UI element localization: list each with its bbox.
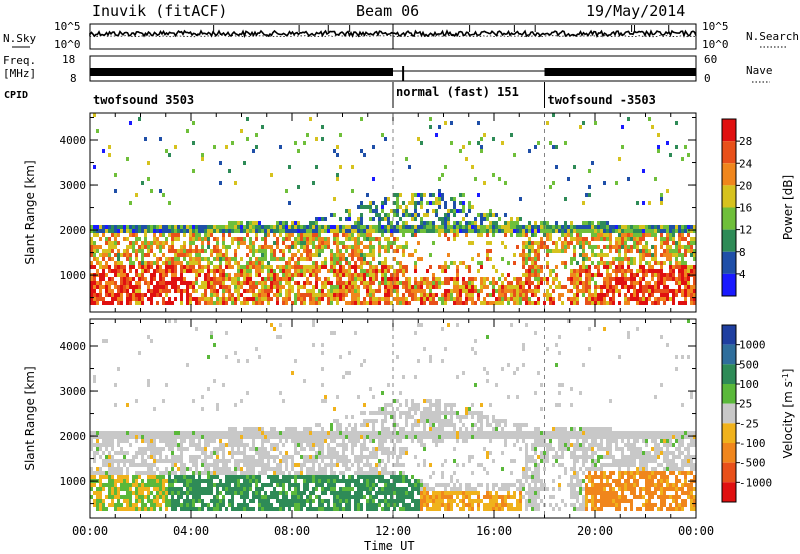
colorbar-tick-label: -1000 bbox=[739, 476, 772, 489]
nsearch-tick-low: 10^0 bbox=[702, 38, 729, 51]
colorbar-tick-label: 25 bbox=[739, 398, 752, 411]
colorbar-tick-label: 1000 bbox=[739, 339, 766, 352]
time-tick-label: 08:00 bbox=[274, 524, 310, 538]
freq-trace bbox=[90, 66, 696, 81]
colorbar-swatch bbox=[722, 384, 736, 404]
colorbar-swatch bbox=[722, 119, 736, 142]
colorbar-swatch bbox=[722, 207, 736, 230]
freq-tick-high: 18 bbox=[62, 53, 75, 66]
nave-tick-low: 0 bbox=[704, 72, 711, 85]
range-tick-label: 1000 bbox=[60, 475, 87, 488]
colorbar-swatch bbox=[722, 185, 736, 208]
colorbar-tick-label: 16 bbox=[739, 202, 752, 215]
colorbar-swatch bbox=[722, 364, 736, 384]
time-tick-label: 00:00 bbox=[678, 524, 714, 538]
colorbar-swatch bbox=[722, 251, 736, 274]
beam-title: Beam 06 bbox=[356, 2, 419, 20]
nsky-label: N.Sky bbox=[3, 32, 36, 45]
colorbar-swatch bbox=[722, 141, 736, 164]
date-title: 19/May/2014 bbox=[586, 2, 685, 20]
power-colorbar: 4 8 12 16 20 24 28 bbox=[721, 118, 753, 297]
colorbar-swatch bbox=[722, 443, 736, 463]
time-tick-label: 00:00 bbox=[72, 524, 108, 538]
velocity-colorbar-label-main: Velocity [m s bbox=[781, 381, 795, 458]
velocity-axes: 1000 2000 3000 4000 bbox=[60, 319, 697, 518]
power-ylabel: Slant Range [km] bbox=[23, 160, 37, 264]
cpid-label-1: normal (fast) 151 bbox=[396, 85, 519, 99]
freq-tick-low: 8 bbox=[70, 72, 77, 85]
colorbar-swatch bbox=[722, 325, 736, 345]
cpid-row: twofsound 3503 normal (fast) 151 twofsou… bbox=[93, 82, 656, 108]
colorbar-tick-label: -500 bbox=[739, 457, 766, 470]
colorbar-swatch bbox=[722, 403, 736, 424]
colorbar-swatch bbox=[722, 344, 736, 365]
time-tick-label: 04:00 bbox=[173, 524, 209, 538]
colorbar-tick-label: -100 bbox=[739, 437, 766, 450]
mhz-label: [MHz] bbox=[3, 67, 36, 80]
colorbar-tick-label: 20 bbox=[739, 179, 752, 192]
colorbar-swatch bbox=[722, 273, 736, 296]
time-axis-ticks: 00:00 04:00 08:00 12:00 16:00 20:00 00:00 bbox=[72, 524, 714, 538]
freq-label: Freq. bbox=[3, 54, 36, 67]
range-tick-label: 2000 bbox=[60, 430, 87, 443]
colorbar-tick-label: 12 bbox=[739, 224, 752, 237]
nsearch-tick-high: 10^5 bbox=[702, 20, 729, 33]
range-tick-label: 4000 bbox=[60, 340, 87, 353]
colorbar-swatch bbox=[722, 163, 736, 186]
nsky-tick-low: 10^0 bbox=[54, 38, 81, 51]
nave-tick-high: 60 bbox=[704, 53, 717, 66]
power-axes: 1000 2000 3000 4000 bbox=[60, 113, 697, 312]
velocity-colorbar-label: Velocity [m s-1] bbox=[781, 369, 796, 459]
colorbar-swatch bbox=[722, 482, 736, 502]
nsky-tick-high: 10^5 bbox=[54, 20, 81, 33]
colorbar-tick-label: 28 bbox=[739, 135, 752, 148]
nave-label: Nave bbox=[746, 64, 773, 77]
colorbar-tick-label: 24 bbox=[739, 157, 753, 170]
range-tick-label: 4000 bbox=[60, 134, 87, 147]
colorbar-swatch bbox=[722, 423, 736, 443]
velocity-ylabel: Slant Range [km] bbox=[23, 366, 37, 470]
colorbar-swatch bbox=[722, 462, 736, 483]
nsky-trace bbox=[89, 24, 697, 49]
cpid-label: CPID bbox=[4, 90, 28, 101]
velocity-heatmap-cells bbox=[90, 319, 696, 511]
time-tick-label: 12:00 bbox=[375, 524, 411, 538]
velocity-colorbar-label-end: ] bbox=[781, 369, 795, 374]
colorbar-tick-label: 4 bbox=[739, 268, 746, 281]
cpid-label-2: twofsound -3503 bbox=[548, 93, 656, 107]
colorbar-tick-label: 8 bbox=[739, 246, 746, 259]
station-title: Inuvik (fitACF) bbox=[92, 2, 227, 20]
nsearch-label: N.Search bbox=[746, 30, 799, 43]
colorbar-swatch bbox=[722, 229, 736, 252]
time-tick-label: 20:00 bbox=[577, 524, 613, 538]
range-tick-label: 3000 bbox=[60, 179, 87, 192]
range-tick-label: 3000 bbox=[60, 385, 87, 398]
colorbar-tick-label: -25 bbox=[739, 417, 759, 430]
velocity-colorbar-label-sup: -1 bbox=[781, 373, 790, 381]
range-tick-label: 2000 bbox=[60, 224, 87, 237]
cpid-label-0: twofsound 3503 bbox=[93, 93, 194, 107]
velocity-colorbar: 1000 500 100 25 -25 -100 -500 -1000 bbox=[721, 324, 772, 503]
colorbar-tick-label: 500 bbox=[739, 358, 759, 371]
power-colorbar-label: Power [dB] bbox=[781, 175, 795, 240]
colorbar-tick-label: 100 bbox=[739, 378, 759, 391]
time-tick-label: 16:00 bbox=[476, 524, 512, 538]
range-tick-label: 1000 bbox=[60, 269, 87, 282]
time-axis-label: Time UT bbox=[364, 539, 415, 553]
